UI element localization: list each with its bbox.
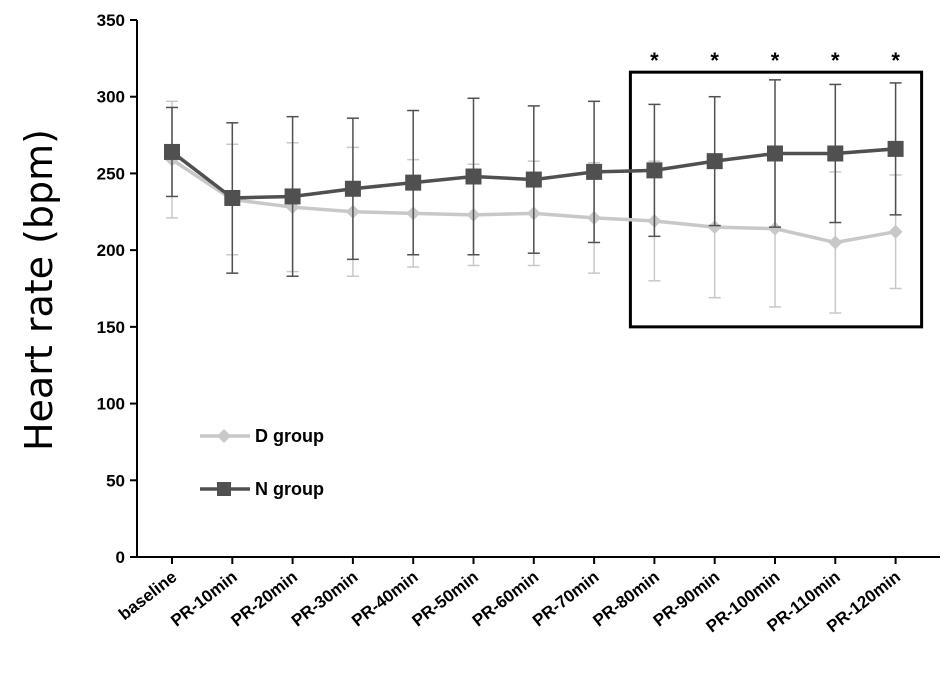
legend-marker-diamond: [217, 429, 231, 443]
data-point-square: [344, 180, 361, 197]
x-tick-label: PR-20min: [228, 567, 301, 630]
data-point-square: [284, 188, 301, 205]
legend-label: N group: [255, 479, 324, 499]
data-point-square: [525, 171, 542, 188]
y-tick-label: 0: [116, 548, 125, 567]
series-layer: [164, 79, 904, 314]
y-axis-label: Heart rate (bpm): [17, 129, 61, 451]
x-tick-label: PR-70min: [529, 567, 602, 630]
legend-label: D group: [255, 426, 324, 446]
data-point-diamond: [707, 220, 722, 235]
x-tick-label: PR-50min: [408, 567, 481, 630]
y-tick-label: 200: [97, 241, 125, 260]
data-point-square: [586, 163, 603, 180]
data-point-square: [465, 168, 482, 185]
x-tick-label: PR-60min: [469, 567, 542, 630]
y-tick-label: 50: [106, 471, 125, 490]
significance-box: [628, 70, 924, 329]
data-point-square: [646, 162, 663, 179]
data-point-square: [224, 189, 241, 206]
x-tick-label: PR-80min: [589, 567, 662, 630]
data-point-square: [706, 153, 723, 170]
x-tick-label: PR-40min: [348, 567, 421, 630]
data-point-diamond: [888, 224, 903, 239]
x-tick-label: PR-30min: [288, 567, 361, 630]
data-point-diamond: [768, 221, 782, 236]
significance-asterisk: *: [891, 48, 900, 73]
data-point-square: [164, 143, 180, 160]
x-tick-label: PR-10min: [167, 567, 240, 630]
data-point-square: [405, 174, 422, 191]
y-axis-title: Heart rate (bpm): [17, 129, 61, 451]
data-point-diamond: [828, 235, 843, 250]
y-tick-label: 250: [97, 164, 125, 183]
y-tick-label: 300: [97, 88, 125, 107]
y-tick-label: 350: [97, 11, 125, 30]
series-n-group: [164, 79, 904, 277]
y-tick-label: 150: [97, 318, 125, 337]
data-point-square: [767, 145, 783, 162]
legend: D group N group: [200, 426, 324, 499]
significance-box-group: * * * * *: [628, 48, 924, 329]
significance-asterisk: *: [831, 48, 840, 73]
y-tick-label: 100: [97, 395, 125, 414]
significance-asterisk: *: [710, 48, 719, 73]
data-point-square: [827, 145, 844, 162]
significance-asterisk: *: [650, 48, 659, 73]
legend-marker-square: [217, 482, 231, 496]
axes: 050100150200250300350baselinePR-10minPR-…: [97, 11, 940, 636]
data-point-square: [887, 140, 904, 157]
significance-asterisk: *: [771, 48, 780, 73]
